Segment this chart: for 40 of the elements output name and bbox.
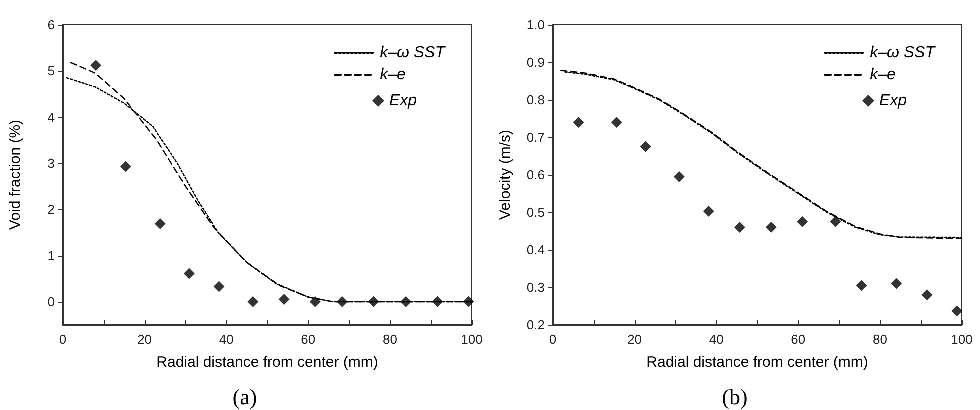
y-tick-label: 0.7 (526, 130, 545, 145)
legend-label: k–ω SST (380, 44, 446, 62)
x-tick-label: 0 (59, 332, 67, 347)
x-tick-label: 80 (382, 332, 398, 347)
x-tick-label: 40 (219, 332, 234, 347)
legend-label: k–ω SST (870, 44, 936, 62)
y-tick-label: 2 (48, 202, 55, 218)
y-tick-label: 0.3 (526, 280, 545, 295)
y-tick-label: 0.4 (526, 242, 545, 258)
y-tick-label: 0.9 (526, 55, 545, 70)
y-tick-label: 0 (48, 294, 55, 310)
legend-label: k–e (380, 66, 406, 84)
x-tick-label: 100 (461, 332, 483, 347)
y-tick-label: 6 (48, 18, 55, 32)
x-tick-label: 80 (872, 332, 888, 347)
y-tick-label: 5 (48, 64, 55, 79)
x-axis-title: Radial distance from center (mm) (646, 354, 868, 371)
legend-label: k–e (870, 66, 896, 84)
x-tick-label: 0 (549, 332, 557, 347)
y-tick-label: 1 (48, 248, 55, 264)
x-axis-title: Radial distance from center (mm) (156, 354, 378, 371)
x-tick-label: 60 (301, 332, 316, 347)
legend-label: Exp (879, 92, 908, 110)
text: (b) (722, 384, 748, 410)
x-tick-label: 40 (709, 332, 724, 347)
y-tick-label: 0.2 (526, 318, 545, 332)
x-tick-label: 20 (628, 332, 642, 347)
x-tick-label: 60 (791, 332, 806, 347)
y-axis-title: Velocity (m/s) (497, 130, 514, 220)
y-axis-title: Void fraction (%) (7, 120, 24, 230)
y-tick-label: 0.6 (526, 168, 545, 182)
legend-label: Exp (389, 92, 418, 110)
x-tick-label: 100 (951, 332, 973, 347)
y-tick-label: 1.0 (526, 18, 545, 32)
text: (a) (232, 384, 258, 410)
y-tick-label: 0.8 (526, 92, 545, 108)
x-tick-label: 20 (138, 332, 152, 347)
y-tick-label: 0.5 (526, 205, 545, 220)
y-tick-label: 3 (48, 156, 55, 171)
y-tick-label: 4 (48, 110, 55, 125)
